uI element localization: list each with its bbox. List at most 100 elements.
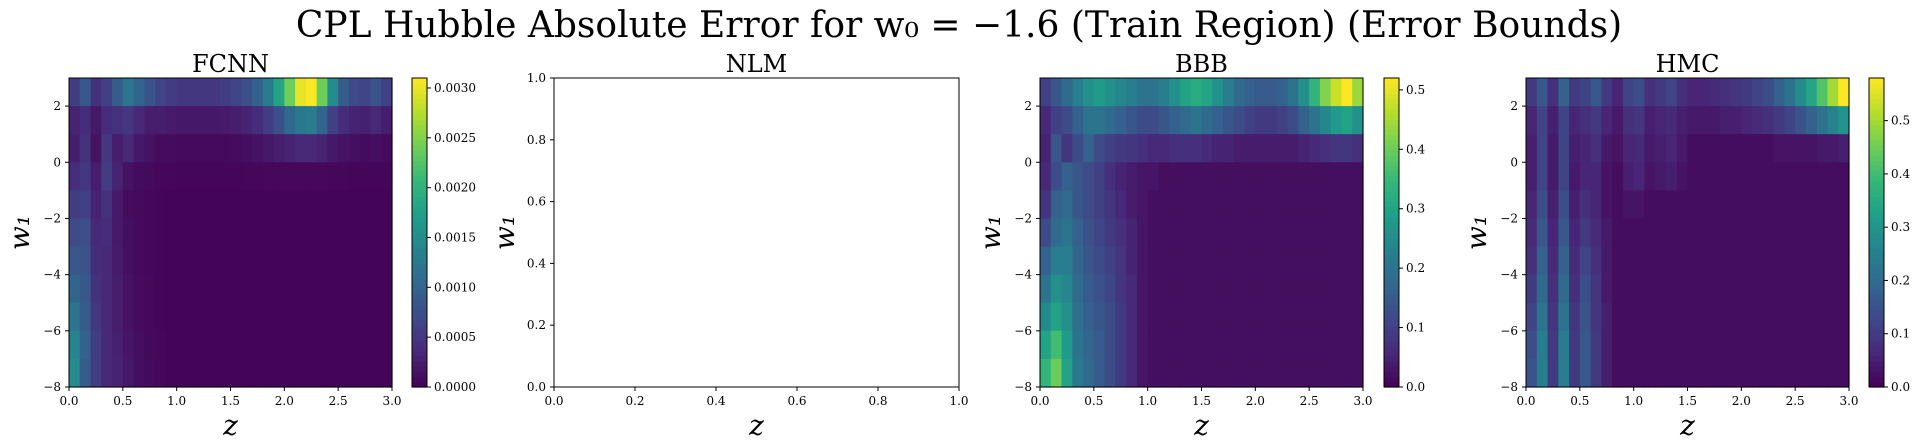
heatmap-cell [1287,302,1299,332]
heatmap-cell [295,358,307,388]
heatmap-cell [1190,274,1203,304]
heatmap-cell [1083,274,1095,304]
heatmap-cell [1341,246,1353,276]
colorbar-segment [1384,268,1399,275]
colorbar-tick-label: 0.0015 [434,230,476,244]
heatmap-cell [1255,162,1267,191]
y-axis-label: w₁ [3,215,36,250]
y-tick-label: 0.4 [527,256,546,270]
colorbar-segment [1869,139,1884,146]
heatmap-cell [1558,190,1570,220]
heatmap-cell [1126,302,1138,332]
heatmap-cell [327,78,339,107]
x-axis-label: z [1193,409,1209,442]
x-tick-label: 0.0 [1516,394,1535,408]
x-tick-label: 0.2 [625,394,644,408]
panels: FCNN 0.0 0.5 1.0 1.5 2.0 2.5 3.0 −8 −6 −4 −2 0 2 z w₁ 0.… [3,50,1910,442]
heatmap-cell [1709,78,1721,107]
heatmap-cell [1266,106,1278,135]
heatmap-cell [198,134,210,163]
heatmap-cell [348,190,361,220]
x-tick-label: 3.0 [1353,394,1372,408]
colorbar-segment [412,330,427,337]
heatmap-cell [1158,330,1170,360]
heatmap-cell [1233,218,1246,248]
heatmap-cell [1309,78,1321,107]
y-tick-label: 2 [1510,99,1518,113]
heatmap-cell [1655,302,1667,332]
heatmap-cell [1040,134,1052,163]
heatmap-cell [1352,302,1364,332]
heatmap-cell [1601,218,1613,248]
heatmap-cell [381,190,393,220]
colorbar-segment [1384,181,1399,187]
heatmap-cell [122,78,135,107]
x-tick-label: 0.5 [113,394,132,408]
heatmap-cell [1687,134,1699,163]
y-tick-label: −8 [1014,380,1032,394]
heatmap-cell [101,246,113,276]
heatmap-cell [155,330,167,360]
heatmap-cell [1319,358,1332,388]
colorbar-segment [412,381,427,388]
heatmap-cell [381,106,393,135]
heatmap-cell [1644,190,1656,220]
heatmap-cell [1158,218,1170,248]
heatmap-cell [1709,274,1721,304]
heatmap-cell [1212,134,1224,163]
heatmap-cell [1579,78,1592,107]
colorbar-segment [412,345,427,352]
heatmap-cell [1816,274,1829,304]
heatmap-cell [338,134,350,163]
heatmap-cell [69,78,81,107]
heatmap-cell [1784,302,1796,332]
heatmap-cell [1169,302,1181,332]
heatmap-cell [1255,106,1267,135]
colorbar-segment [1869,237,1884,244]
heatmap-cell [230,330,242,360]
heatmap-cell [122,134,135,163]
heatmap-cell [176,330,189,360]
colorbar-segment [1869,258,1884,264]
heatmap-cell [1233,358,1246,388]
heatmap-cell [1136,330,1149,360]
heatmap-cell [1352,134,1364,163]
heatmap-cell [1083,218,1095,248]
heatmap-cell [1158,162,1170,191]
heatmap-cell [381,358,393,388]
colorbar-segment [412,247,427,254]
colorbar-segment [1384,165,1399,172]
heatmap-cell [370,274,382,304]
heatmap-cell [1266,330,1278,360]
colorbar-segment [1869,361,1884,367]
x-tick-label: 2.0 [1246,394,1265,408]
heatmap-cell [165,106,178,135]
heatmap-cell [1266,78,1278,107]
heatmap-cell [1536,218,1549,248]
heatmap-cell [1741,246,1753,276]
heatmap-cell [1762,134,1775,163]
heatmap-cell [1169,106,1181,135]
heatmap-cell [1558,274,1570,304]
y-tick-label: 2 [53,99,61,113]
heatmap-cell [1644,134,1656,163]
heatmap-cell [1244,274,1256,304]
colorbar-segment [1869,247,1884,254]
heatmap-cell [348,162,361,191]
colorbar-tick-label: 0.0030 [434,81,476,95]
heatmap-cell [1709,190,1721,220]
x-tick-label: 0.5 [1570,394,1589,408]
heatmap-cell [241,358,253,388]
heatmap-cell [1762,246,1775,276]
heatmap-cell [1115,218,1127,248]
colorbar-segment [412,175,427,182]
heatmap-cell [1698,246,1710,276]
y-tick-label: 1.0 [527,71,546,85]
heatmap-cell [1579,246,1592,276]
heatmap-cell [219,162,232,191]
heatmap-cell [1190,358,1203,388]
heatmap-cell [1169,358,1181,388]
panel-nlm: NLM 0.0 0.2 0.4 0.6 0.8 1.0 0.0 0.2 0.4 0.6 0.8 1.0 z… [488,50,969,442]
heatmap-cell [112,162,124,191]
heatmap-cell [1536,330,1549,360]
